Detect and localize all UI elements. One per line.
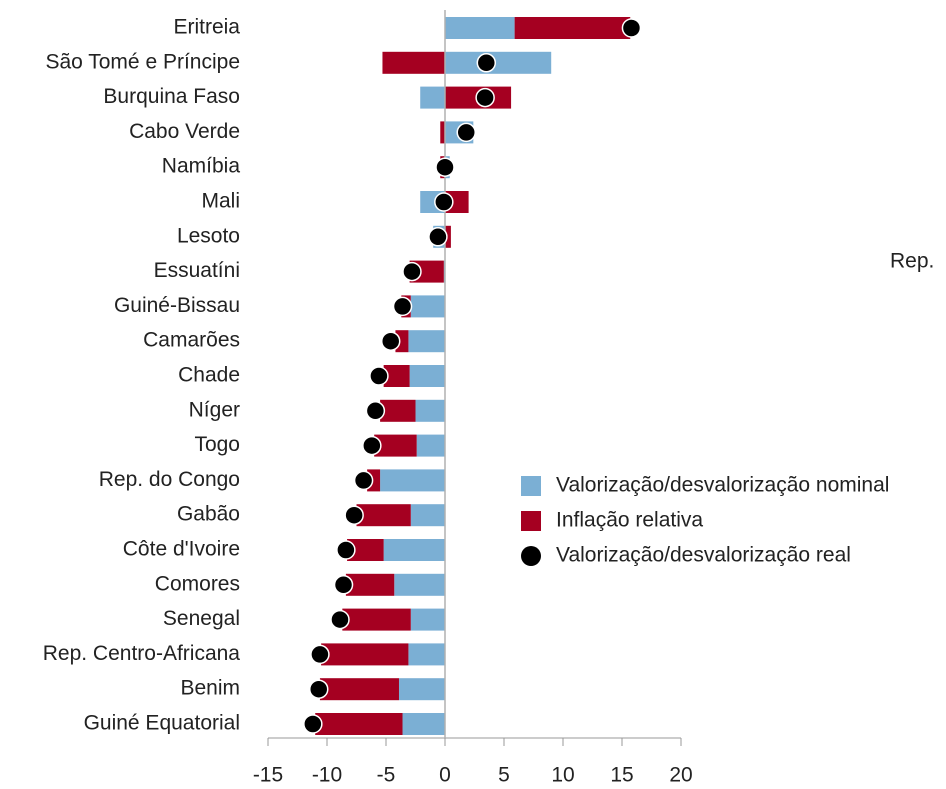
dot xyxy=(336,540,356,560)
bar xyxy=(440,121,445,144)
y-tick-label: Níger xyxy=(189,398,240,421)
bar xyxy=(416,434,445,457)
x-tick-label: -15 xyxy=(253,764,283,787)
y-tick-label: Benim xyxy=(180,677,240,700)
legend-marker xyxy=(521,511,541,531)
bar xyxy=(321,643,409,666)
bar xyxy=(382,51,445,74)
bar xyxy=(356,504,411,527)
bar xyxy=(410,504,445,527)
y-tick-label: Mali xyxy=(201,190,240,213)
dot xyxy=(621,18,642,38)
bar xyxy=(315,713,403,735)
dot xyxy=(380,331,401,351)
y-tick-label: Guiné Equatorial xyxy=(84,712,240,735)
bar xyxy=(445,17,515,39)
x-tick-label: 5 xyxy=(498,764,510,787)
bar xyxy=(402,713,445,735)
x-tick-label: 15 xyxy=(610,764,633,787)
bar xyxy=(410,608,445,631)
y-tick-label: Burquina Faso xyxy=(103,85,240,108)
bar xyxy=(408,330,445,353)
x-tick-label: 0 xyxy=(439,764,451,787)
bar xyxy=(383,365,410,387)
y-tick-label: Eritreia xyxy=(173,16,240,39)
dot xyxy=(344,505,364,525)
y-tick-label: Camarões xyxy=(143,329,240,352)
dot xyxy=(456,122,476,143)
bar xyxy=(374,434,417,457)
bar xyxy=(410,295,445,318)
bar xyxy=(409,365,445,387)
dot xyxy=(310,644,330,665)
dot xyxy=(303,714,323,734)
bar xyxy=(398,678,445,701)
x-tick-label: -10 xyxy=(312,764,342,787)
dot xyxy=(362,435,382,456)
legend-label: Valorização/desvalorização nominal xyxy=(556,474,889,497)
y-tick-label: Chade xyxy=(178,364,240,387)
y-tick-label: Namíbia xyxy=(162,155,241,178)
y-tick-label: Lesoto xyxy=(177,224,240,247)
dot xyxy=(392,296,413,317)
x-tick-label: 20 xyxy=(669,764,692,787)
legend-marker xyxy=(521,476,541,496)
bar xyxy=(319,678,399,701)
y-tick-label: Cabo Verde xyxy=(129,120,240,143)
x-tick-label: -5 xyxy=(377,764,396,787)
y-tick-label: Gabão xyxy=(177,503,240,526)
dot xyxy=(435,157,455,177)
bar xyxy=(347,539,384,561)
bar xyxy=(380,469,445,492)
y-tick-label: Rep. do Congo xyxy=(99,468,240,491)
bar xyxy=(445,51,552,74)
dot xyxy=(475,87,495,108)
dot xyxy=(308,679,329,699)
legend-label: Inflação relativa xyxy=(556,509,703,532)
bar xyxy=(380,399,416,422)
dot xyxy=(428,227,448,247)
y-tick-label: Senegal xyxy=(163,607,240,630)
bar xyxy=(415,399,445,422)
bar xyxy=(408,643,445,666)
dot xyxy=(434,192,454,212)
dot xyxy=(353,470,374,491)
bar xyxy=(514,17,631,39)
legend-label: Valorização/desvalorização real xyxy=(556,544,851,567)
y-tick-label: Rep. Centro-Africana xyxy=(43,642,241,665)
y-tick-label: Togo xyxy=(194,433,240,456)
dot xyxy=(365,401,386,421)
x-tick-label: 10 xyxy=(551,764,574,787)
bar xyxy=(394,573,445,596)
dot xyxy=(402,261,422,282)
y-tick-label: Guiné-Bissau xyxy=(114,294,240,317)
y-tick-label: Essuatíni xyxy=(154,259,240,282)
bar xyxy=(342,608,411,631)
bar xyxy=(345,573,395,596)
bar xyxy=(383,539,445,561)
y-tick-label: Côte d'Ivoire xyxy=(123,538,240,561)
y-tick-label: São Tomé e Príncipe xyxy=(45,50,240,73)
bar xyxy=(445,225,451,248)
dot xyxy=(333,575,354,595)
legend-marker xyxy=(521,546,541,566)
annotation: Rep. xyxy=(890,250,934,273)
dot xyxy=(369,366,389,386)
bar xyxy=(420,86,445,109)
dot xyxy=(330,609,350,630)
y-tick-label: Comores xyxy=(155,572,240,595)
dot xyxy=(476,53,497,73)
